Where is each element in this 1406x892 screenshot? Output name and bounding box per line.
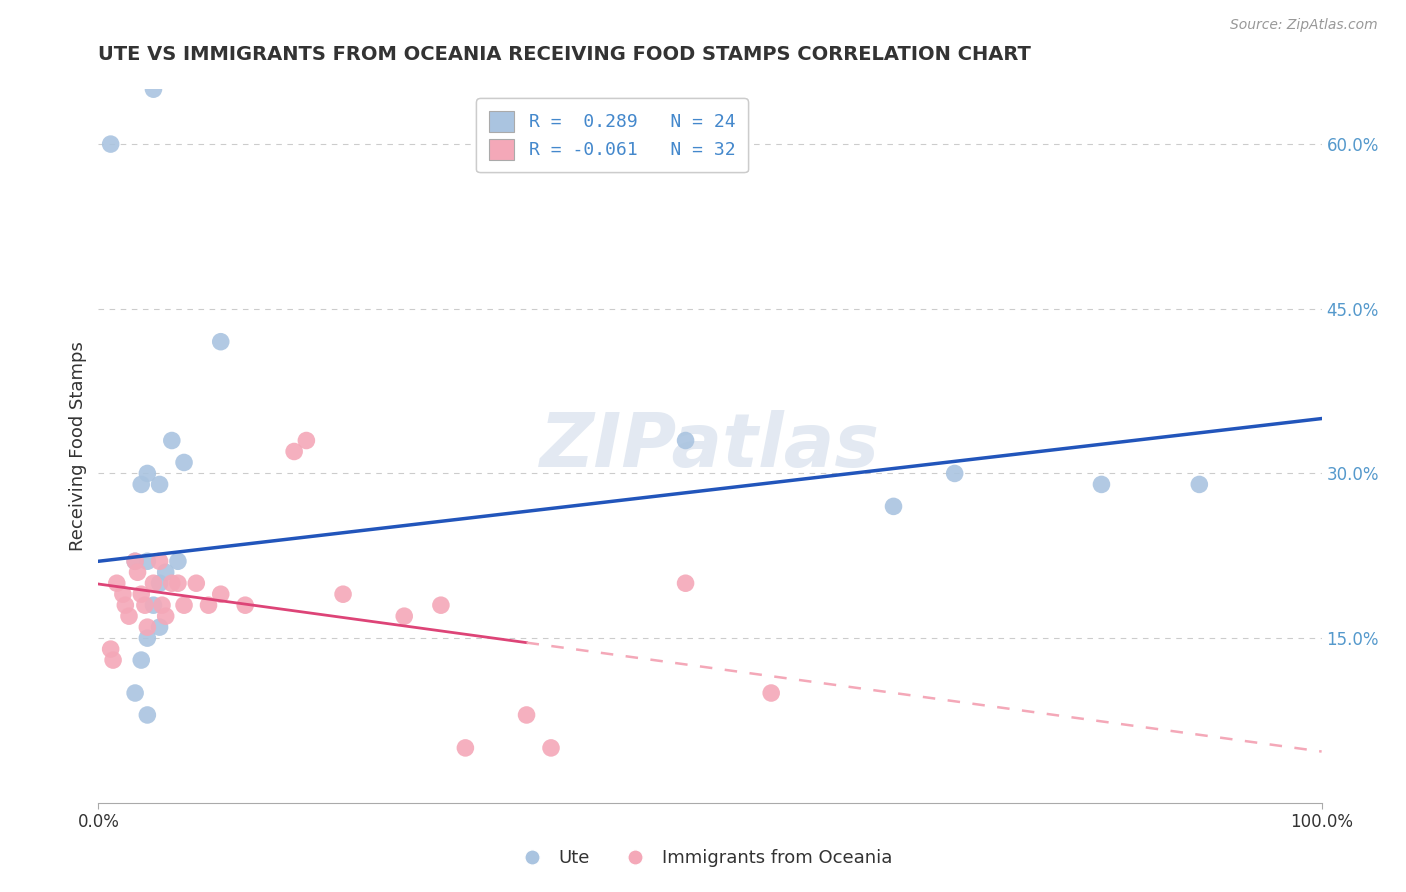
Point — [167, 554, 190, 568]
Point — [155, 609, 177, 624]
Point — [149, 554, 172, 568]
Point — [675, 576, 697, 591]
Point — [1188, 477, 1211, 491]
Point — [883, 500, 905, 514]
Point — [295, 434, 318, 448]
Point — [100, 642, 122, 657]
Point — [160, 576, 183, 591]
Point — [134, 598, 156, 612]
Point — [124, 686, 146, 700]
Point — [114, 598, 136, 612]
Point — [136, 631, 159, 645]
Point — [155, 566, 177, 580]
Point — [186, 576, 208, 591]
Text: ZIPatlas: ZIPatlas — [540, 409, 880, 483]
Point — [173, 455, 195, 469]
Point — [149, 477, 172, 491]
Point — [197, 598, 219, 612]
Point — [124, 554, 146, 568]
Point — [149, 620, 172, 634]
Y-axis label: Receiving Food Stamps: Receiving Food Stamps — [69, 341, 87, 551]
Point — [392, 609, 416, 624]
Point — [454, 740, 477, 755]
Legend: R =  0.289   N = 24, R = -0.061   N = 32: R = 0.289 N = 24, R = -0.061 N = 32 — [477, 98, 748, 172]
Point — [675, 434, 697, 448]
Point — [129, 587, 152, 601]
Text: UTE VS IMMIGRANTS FROM OCEANIA RECEIVING FOOD STAMPS CORRELATION CHART: UTE VS IMMIGRANTS FROM OCEANIA RECEIVING… — [98, 45, 1031, 63]
Point — [136, 708, 159, 723]
Point — [1090, 477, 1112, 491]
Point — [127, 566, 149, 580]
Point — [516, 708, 538, 723]
Point — [209, 334, 232, 349]
Point — [136, 620, 159, 634]
Legend: Ute, Immigrants from Oceania: Ute, Immigrants from Oceania — [506, 842, 900, 874]
Point — [761, 686, 783, 700]
Point — [129, 477, 152, 491]
Point — [142, 82, 165, 96]
Point — [430, 598, 453, 612]
Point — [100, 137, 122, 152]
Point — [101, 653, 124, 667]
Text: Source: ZipAtlas.com: Source: ZipAtlas.com — [1230, 18, 1378, 32]
Point — [111, 587, 134, 601]
Point — [124, 554, 146, 568]
Point — [105, 576, 128, 591]
Point — [150, 598, 173, 612]
Point — [136, 467, 159, 481]
Point — [283, 444, 305, 458]
Point — [943, 467, 966, 481]
Point — [233, 598, 256, 612]
Point — [209, 587, 232, 601]
Point — [118, 609, 141, 624]
Point — [540, 740, 562, 755]
Point — [160, 434, 183, 448]
Point — [142, 598, 165, 612]
Point — [129, 653, 152, 667]
Point — [173, 598, 195, 612]
Point — [332, 587, 354, 601]
Point — [136, 554, 159, 568]
Point — [167, 576, 190, 591]
Point — [142, 576, 165, 591]
Point — [149, 576, 172, 591]
